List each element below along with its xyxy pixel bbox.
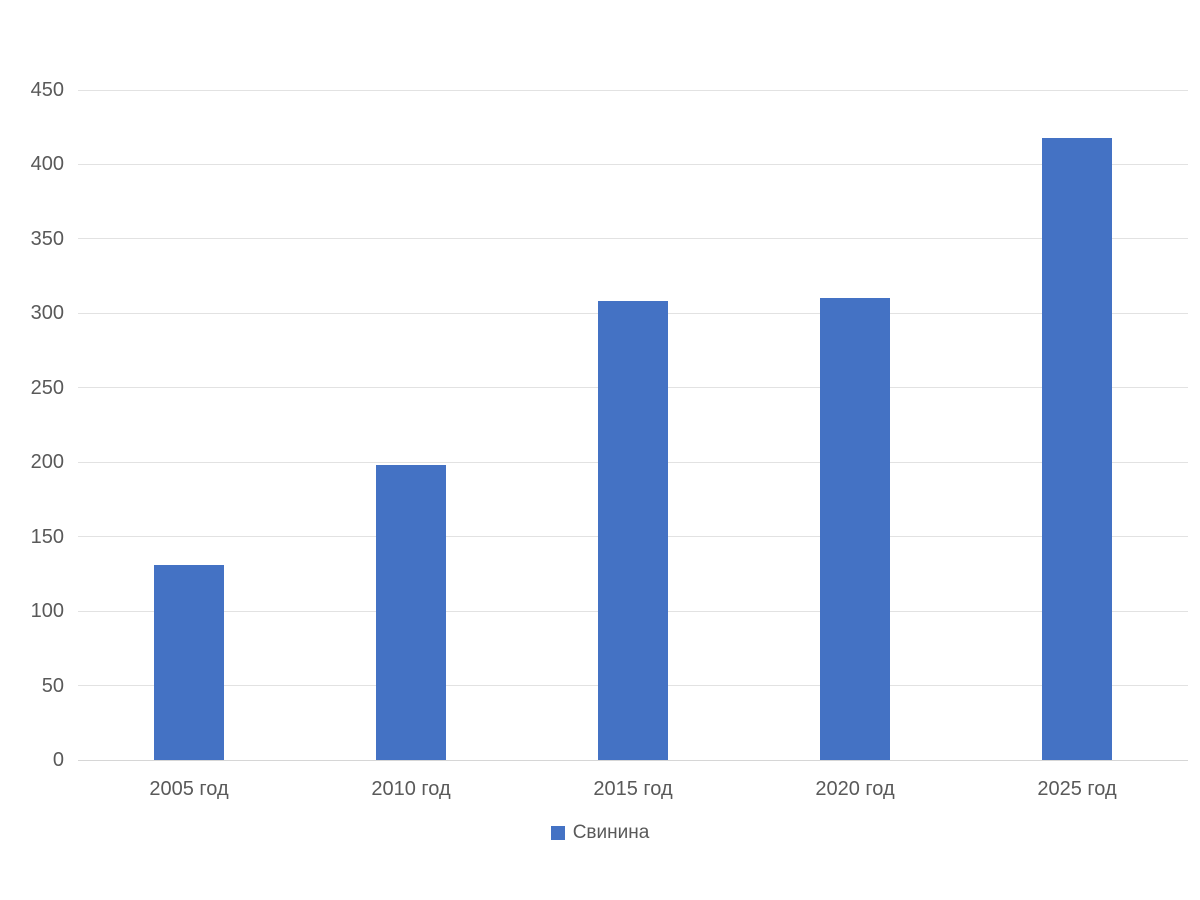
x-tick-label: 2015 год (593, 778, 673, 800)
gridline-0 (78, 759, 1188, 761)
gridline-400 (78, 163, 1188, 165)
bar-2010 год (376, 465, 446, 760)
gridline-350 (78, 238, 1188, 240)
bar-2015 год (598, 301, 668, 760)
y-tick-label: 250 (30, 376, 64, 399)
legend-label: Свинина (572, 822, 650, 843)
x-tick-label: 2020 год (815, 778, 895, 800)
x-tick-label: 2010 год (371, 778, 451, 800)
gridline-450 (78, 89, 1188, 91)
y-tick-label: 0 (52, 749, 64, 771)
y-tick-label: 350 (30, 227, 64, 250)
legend-swatch-icon (550, 826, 565, 840)
x-tick-label: 2025 год (1037, 778, 1117, 800)
y-tick-label: 450 (30, 79, 64, 101)
y-tick-label: 400 (30, 153, 64, 176)
y-tick-label: 100 (30, 600, 64, 623)
plot-area (78, 89, 1188, 761)
bar-2005 год (154, 564, 224, 760)
x-tick-label: 2005 год (149, 778, 229, 800)
bar-2025 год (1042, 137, 1112, 760)
legend: Свинина (0, 822, 1200, 844)
bar-2020 год (820, 298, 890, 760)
y-tick-label: 50 (41, 674, 64, 697)
y-tick-label: 300 (30, 302, 64, 325)
y-tick-label: 200 (30, 451, 64, 474)
y-tick-label: 150 (30, 525, 64, 548)
